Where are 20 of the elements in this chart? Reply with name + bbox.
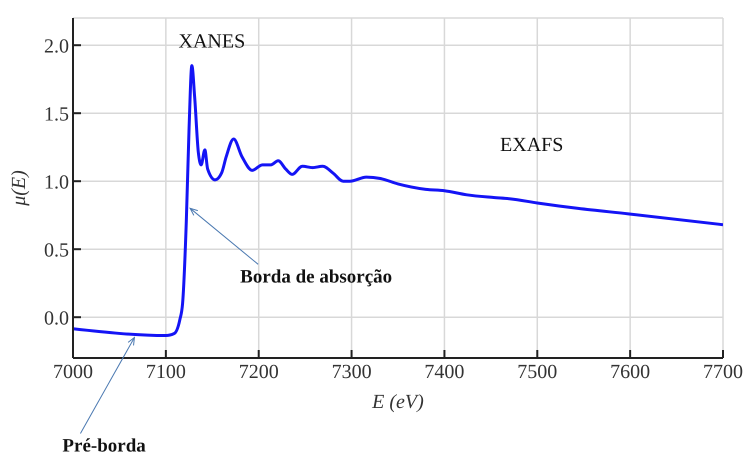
x-tick-label: 7700 <box>703 361 743 384</box>
annotation: Borda de absorção <box>240 266 392 288</box>
y-tick-label: 0.5 <box>44 239 69 262</box>
annotation: XANES <box>178 30 246 53</box>
y-tick-label: 0.0 <box>44 307 69 330</box>
x-axis-title: E (eV) <box>371 391 424 413</box>
annotation: EXAFS <box>500 134 564 156</box>
x-tick-label: 7500 <box>517 361 558 384</box>
y-tick-label: 2.0 <box>44 35 69 58</box>
x-tick-label: 7600 <box>610 361 650 384</box>
line-series <box>73 64 723 338</box>
y-tick-label: 1.5 <box>44 103 69 126</box>
x-tick-label: 7400 <box>424 361 464 384</box>
x-tick-label: 7000 <box>53 361 93 384</box>
x-tick-label: 7200 <box>238 361 279 384</box>
y-tick-label: 1.0 <box>44 171 69 194</box>
annotation: Pré-borda <box>62 436 146 457</box>
x-tick-label: 7300 <box>332 361 372 384</box>
x-tick-label: 7100 <box>146 361 186 384</box>
y-axis-title: μ(E) <box>8 170 30 207</box>
